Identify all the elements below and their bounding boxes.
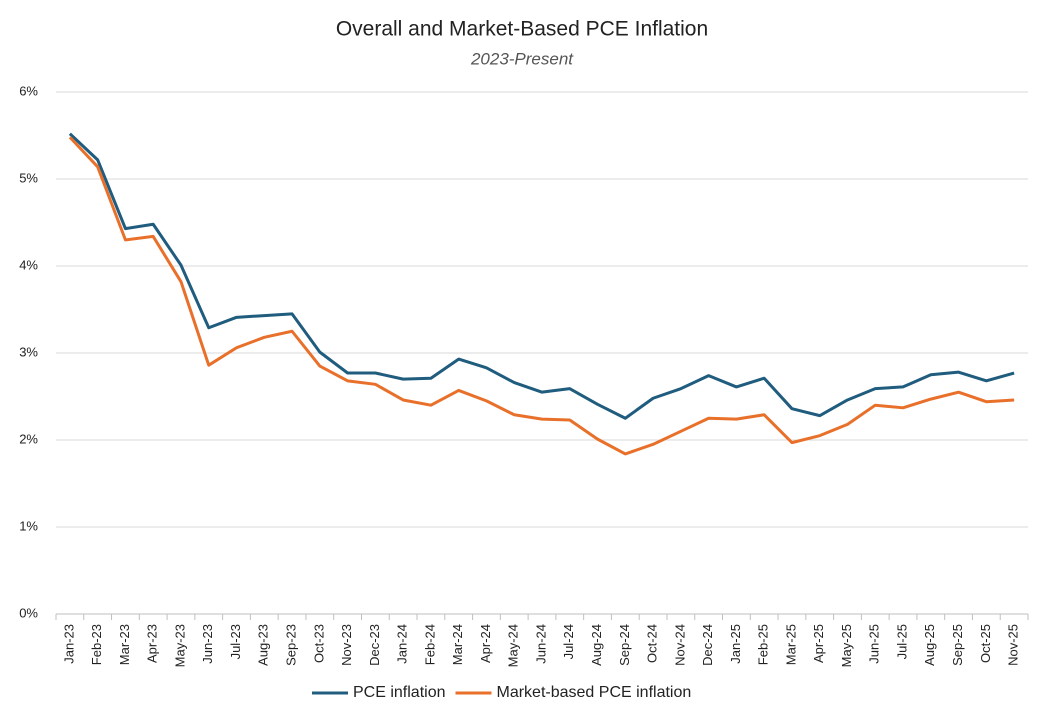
legend-label: PCE inflation	[353, 684, 446, 701]
chart-title: Overall and Market-Based PCE Inflation	[336, 18, 708, 41]
x-tick-label: Jan-25	[728, 624, 743, 664]
x-tick-label: Jan-24	[395, 624, 410, 664]
x-tick-label: Feb-24	[422, 624, 437, 665]
x-tick-label: Sep-25	[950, 624, 965, 666]
x-tick-label: Sep-24	[617, 624, 632, 666]
x-tick-label: Apr-23	[145, 624, 160, 663]
y-tick-label: 1%	[19, 518, 38, 533]
x-tick-label: Apr-25	[811, 624, 826, 663]
x-tick-label: Jul-24	[561, 624, 576, 659]
x-tick-label: Dec-23	[367, 624, 382, 666]
legend-label: Market-based PCE inflation	[497, 684, 692, 701]
x-tick-label: May-25	[839, 624, 854, 667]
x-tick-label: Mar-23	[117, 624, 132, 665]
x-tick-label: Jul-23	[228, 624, 243, 659]
series-line	[68, 136, 1015, 456]
x-tick-label: Jun-24	[533, 624, 548, 664]
series-line	[68, 132, 1015, 420]
x-tick-label: Jan-23	[61, 624, 76, 664]
x-tick-label: Oct-25	[978, 624, 993, 663]
x-tick-label: Feb-23	[89, 624, 104, 665]
y-tick-label: 3%	[19, 344, 38, 359]
x-tick-label: Nov-24	[672, 624, 687, 666]
x-tick-label: Sep-23	[283, 624, 298, 666]
y-tick-label: 2%	[19, 431, 38, 446]
x-tick-label: Apr-24	[478, 624, 493, 663]
y-tick-label: 6%	[19, 83, 38, 98]
x-tick-label: Aug-24	[589, 624, 604, 666]
x-tick-label: Feb-25	[756, 624, 771, 665]
x-tick-label: Aug-23	[256, 624, 271, 666]
x-tick-label: Aug-25	[922, 624, 937, 666]
chart-subtitle: 2023-Present	[470, 49, 574, 68]
x-tick-label: May-24	[506, 624, 521, 667]
x-tick-label: Mar-25	[783, 624, 798, 665]
y-tick-label: 5%	[19, 170, 38, 185]
x-tick-label: Nov-23	[339, 624, 354, 666]
y-tick-label: 4%	[19, 257, 38, 272]
x-tick-label: Oct-23	[311, 624, 326, 663]
x-tick-label: Jun-25	[867, 624, 882, 664]
x-tick-label: Dec-24	[700, 624, 715, 666]
y-tick-label: 0%	[19, 605, 38, 620]
x-tick-label: Jun-23	[200, 624, 215, 664]
x-tick-label: Nov-25	[1006, 624, 1021, 666]
x-tick-label: Mar-24	[450, 624, 465, 665]
x-tick-label: Jul-25	[894, 624, 909, 659]
x-tick-label: May-23	[172, 624, 187, 667]
x-tick-label: Oct-24	[645, 624, 660, 663]
